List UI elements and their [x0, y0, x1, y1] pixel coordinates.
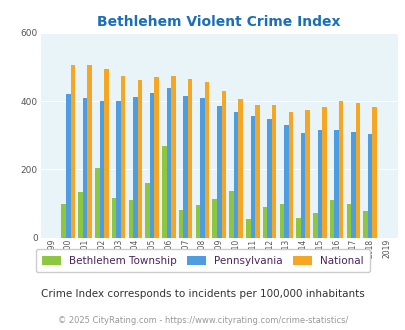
Bar [128, 200, 133, 238]
Bar [350, 132, 355, 238]
Bar [296, 218, 300, 238]
Bar [284, 125, 288, 238]
Bar [238, 99, 242, 238]
Bar [312, 213, 317, 238]
Bar [221, 91, 226, 238]
Legend: Bethlehem Township, Pennsylvania, National: Bethlehem Township, Pennsylvania, Nation… [36, 249, 369, 272]
Bar [305, 110, 309, 238]
Bar [78, 192, 83, 238]
Bar [121, 76, 125, 238]
Title: Bethlehem Violent Crime Index: Bethlehem Violent Crime Index [97, 15, 340, 29]
Bar [149, 93, 154, 238]
Bar [355, 103, 359, 238]
Bar [329, 200, 334, 238]
Text: © 2025 CityRating.com - https://www.cityrating.com/crime-statistics/: © 2025 CityRating.com - https://www.city… [58, 315, 347, 325]
Bar [99, 101, 104, 238]
Bar [154, 77, 158, 238]
Bar [371, 107, 376, 238]
Bar [171, 76, 175, 238]
Bar [233, 113, 238, 238]
Bar [61, 204, 66, 238]
Bar [229, 191, 233, 238]
Bar [212, 199, 216, 238]
Bar [288, 112, 292, 238]
Bar [216, 106, 221, 238]
Bar [188, 79, 192, 238]
Bar [262, 207, 266, 238]
Bar [271, 105, 276, 238]
Bar [70, 65, 75, 238]
Bar [166, 87, 171, 238]
Bar [104, 69, 109, 238]
Bar [321, 107, 326, 238]
Bar [266, 119, 271, 238]
Bar [338, 101, 343, 238]
Bar [254, 105, 259, 238]
Bar [111, 198, 116, 238]
Bar [162, 146, 166, 238]
Bar [362, 211, 367, 238]
Bar [183, 96, 188, 238]
Bar [204, 82, 209, 238]
Bar [137, 80, 142, 238]
Bar [367, 134, 371, 238]
Bar [83, 98, 87, 238]
Bar [133, 97, 137, 238]
Bar [87, 65, 92, 238]
Bar [300, 133, 305, 238]
Bar [245, 219, 250, 238]
Bar [200, 98, 204, 238]
Bar [317, 130, 321, 238]
Bar [95, 168, 99, 238]
Bar [116, 101, 121, 238]
Bar [145, 183, 149, 238]
Bar [334, 130, 338, 238]
Bar [195, 205, 200, 238]
Bar [66, 94, 70, 238]
Text: Crime Index corresponds to incidents per 100,000 inhabitants: Crime Index corresponds to incidents per… [41, 289, 364, 299]
Bar [279, 204, 283, 238]
Bar [179, 210, 183, 238]
Bar [250, 116, 254, 238]
Bar [346, 204, 350, 238]
